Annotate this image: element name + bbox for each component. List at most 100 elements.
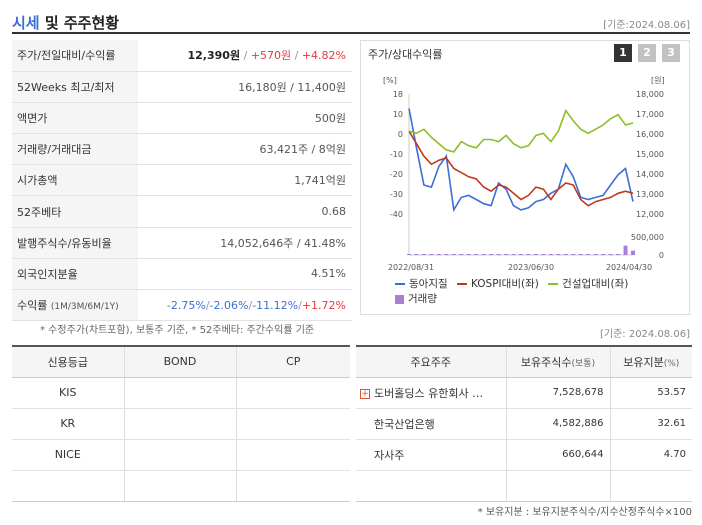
chart-page-3-button[interactable]: 3	[662, 44, 680, 62]
current-price: 12,390원	[187, 49, 241, 63]
price-value: 12,390원 / +570원 / +4.82%	[138, 40, 352, 72]
volume-bar	[474, 254, 479, 255]
volume-bar	[436, 254, 441, 255]
header-text: 보유지분	[623, 355, 664, 369]
summary-row-market-cap: 시가총액 1,741억원	[12, 164, 352, 197]
table-row: 자사주 660,644 4.70	[356, 439, 692, 471]
expand-icon[interactable]: +	[360, 388, 370, 399]
row-value: 16,180원 / 11,400원	[138, 71, 352, 103]
chart-svg: 18 18,000 10 17,000 0 16,000 -10 15,000 -20 14,00…	[383, 76, 665, 272]
volume-bar	[511, 254, 516, 255]
return-label: 수익률 (1M/3M/6M/1Y)	[12, 289, 138, 322]
bond-cell	[124, 377, 237, 409]
row-label: 52주베타	[12, 195, 138, 228]
summary-row-foreign: 외국인지분율 4.51%	[12, 258, 352, 291]
holder-name-cell: 한국산업은행	[356, 408, 507, 440]
volume-bar	[429, 254, 434, 255]
section-header: 시세 및 주주현황 [기준:2024.08.06]	[12, 8, 690, 34]
holders-note: * 보유지분 : 보유지분주식수/지수산정주식수×100	[477, 507, 692, 518]
series-line-1	[408, 130, 634, 207]
volume-bar	[623, 245, 628, 255]
row-value: 1,741억원	[138, 164, 352, 197]
table-row: 한국산업은행 4,582,886 32.61	[356, 408, 692, 440]
legend-item-volume: 거래량	[395, 292, 437, 307]
series-line-0	[408, 108, 634, 213]
volume-bar	[601, 254, 606, 255]
legend-item-kospi: KOSPI대비(좌)	[456, 277, 539, 292]
right-tick-label: 18,000	[636, 90, 664, 99]
volume-bar	[548, 254, 553, 255]
header-unit: (%)	[663, 358, 680, 369]
volume-bar	[526, 254, 531, 255]
separator: /	[205, 298, 210, 312]
volume-bar	[481, 254, 486, 255]
holders-header-row: 주요주주 보유주식수(보통) 보유지분(%)	[356, 345, 692, 378]
col-header-ratio: 보유지분(%)	[610, 345, 692, 378]
separator: /	[240, 49, 251, 63]
chart-legend: 동아지질 KOSPI대비(좌) 건설업대비(좌) 거래량	[395, 277, 685, 307]
volume-bar	[407, 254, 411, 255]
table-row: NICE	[12, 439, 350, 471]
row-label: 발행주식수/유동비율	[12, 227, 138, 259]
table-row	[12, 470, 350, 502]
holder-name: 자사주	[374, 448, 405, 462]
table-row	[356, 470, 692, 502]
volume-bar	[571, 254, 576, 255]
return-row: 수익률 (1M/3M/6M/1Y) -2.75%/-2.06%/-11.12%/…	[12, 289, 352, 322]
volume-bar	[608, 254, 613, 255]
col-header-name: 주요주주	[356, 345, 507, 378]
cp-cell	[236, 439, 350, 471]
separator: /	[298, 298, 302, 312]
right-tick-label: 16,000	[636, 130, 664, 139]
row-label: 외국인지분율	[12, 258, 138, 291]
return-1y: +1.72%	[301, 298, 346, 312]
summary-row-52weeks: 52Weeks 최고/최저 16,180원 / 11,400원	[12, 71, 352, 103]
volume-tick-label: 0	[659, 251, 664, 260]
row-label: 시가총액	[12, 164, 138, 197]
summary-row-shares: 발행주식수/유동비율 14,052,646주 / 41.48%	[12, 227, 352, 259]
row-value: 500원	[138, 102, 352, 135]
volume-bar	[489, 254, 494, 255]
holder-shares: 4,582,886	[506, 408, 611, 440]
legend-square-icon	[395, 294, 404, 304]
summary-row-beta: 52주베타 0.68	[12, 195, 352, 228]
agency-cell: KIS	[12, 377, 125, 409]
price-rate: +4.82%	[301, 49, 346, 63]
x-tick-label: 2022/08/31	[388, 263, 434, 272]
holder-ratio: 4.70	[610, 439, 692, 471]
return-values: -2.75%/-2.06%/-11.12%/+1.72%	[138, 289, 352, 322]
left-tick-label: -40	[390, 210, 403, 219]
volume-bar	[586, 254, 591, 255]
header-unit: (보통)	[571, 358, 596, 369]
chart-page-2-button[interactable]: 2	[638, 44, 656, 62]
legend-label: 거래량	[408, 293, 437, 305]
title-main: 시세	[12, 14, 40, 32]
chart-page-1-button[interactable]: 1	[614, 44, 632, 62]
return-1m: -2.75%	[166, 298, 206, 312]
bond-cell	[124, 408, 237, 440]
volume-bar	[466, 254, 471, 255]
x-tick-label: 2023/06/30	[508, 263, 554, 272]
credit-rating-table: 신용등급 BOND CP KIS KR NICE	[12, 345, 350, 502]
left-unit-label: [%]	[383, 76, 397, 85]
volume-bar	[556, 254, 561, 255]
col-header: CP	[236, 345, 350, 378]
legend-line-icon	[548, 283, 559, 285]
volume-bar	[496, 254, 501, 255]
holder-name: 도버홀딩스 유한회사 …	[374, 386, 484, 400]
return-3m: -2.06%	[209, 298, 249, 312]
table-row: + 도버홀딩스 유한회사 … 7,528,678 53.57	[356, 377, 692, 409]
legend-item-stock: 동아지질	[395, 277, 448, 292]
header-text: 보유주식수	[520, 355, 572, 369]
holder-name-cell: + 도버홀딩스 유한회사 …	[356, 377, 507, 409]
volume-tick-label: 500,000	[631, 233, 664, 242]
legend-line-icon	[395, 283, 405, 285]
price-summary-table: 주가/전일대비/수익률 12,390원 / +570원 / +4.82% 52W…	[12, 40, 352, 322]
separator: /	[291, 49, 302, 63]
volume-bar	[459, 254, 464, 255]
legend-label: 건설업대비(좌)	[562, 278, 629, 290]
legend-label: 동아지질	[409, 278, 448, 290]
volume-bar	[533, 254, 538, 255]
cp-cell	[236, 377, 350, 409]
holder-shares: 660,644	[506, 439, 611, 471]
